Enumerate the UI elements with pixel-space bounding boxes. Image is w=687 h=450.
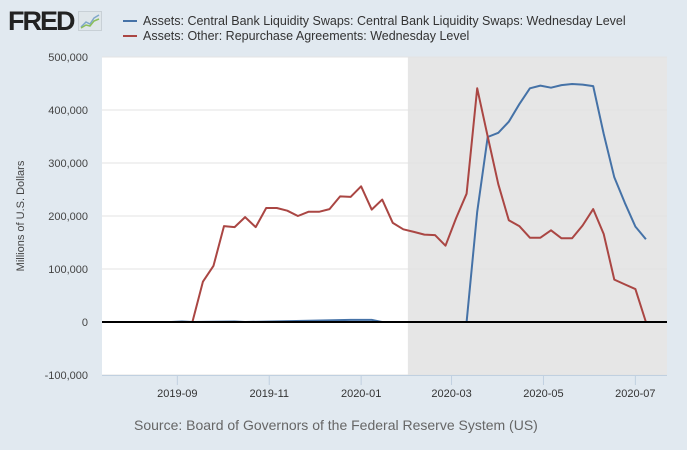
legend-item-repo: Assets: Other: Repurchase Agreements: We… [123, 28, 626, 43]
x-tick-label: 2020-01 [341, 388, 381, 400]
series-line-repurchase-agreements [108, 87, 647, 323]
chart-line-icon [77, 11, 102, 31]
y-tick-label: -100,000 [45, 370, 88, 382]
x-tick-label: 2019-11 [249, 388, 289, 400]
y-tick-label: 300,000 [48, 158, 88, 170]
y-tick-label: 500,000 [48, 52, 88, 64]
legend-swatch-repo [123, 34, 137, 37]
legend-swatch-swaps [123, 19, 137, 22]
source-note: Source: Board of Governors of the Federa… [134, 417, 538, 433]
x-tick-label: 2019-09 [157, 388, 197, 400]
chart-legend: Assets: Central Bank Liquidity Swaps: Ce… [123, 13, 626, 43]
y-tick-label: 200,000 [48, 211, 88, 223]
logo-text: FRED [8, 6, 75, 36]
x-tick-label: 2020-05 [523, 388, 563, 400]
y-tick-label: 100,000 [48, 264, 88, 276]
y-tick-label: 400,000 [48, 105, 88, 117]
legend-item-swaps: Assets: Central Bank Liquidity Swaps: Ce… [123, 13, 626, 28]
x-tick-label: 2020-07 [615, 388, 655, 400]
y-axis-label: Millions of U.S. Dollars [15, 160, 27, 271]
legend-label-swaps: Assets: Central Bank Liquidity Swaps: Ce… [143, 13, 626, 28]
legend-label-repo: Assets: Other: Repurchase Agreements: We… [143, 28, 470, 43]
fred-logo[interactable]: FRED [8, 6, 102, 36]
x-tick-label: 2020-03 [431, 388, 471, 400]
y-tick-label: 0 [82, 317, 88, 329]
